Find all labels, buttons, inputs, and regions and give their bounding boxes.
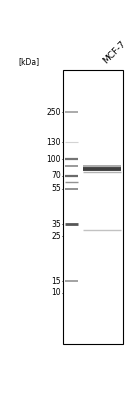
Bar [63,70,123,344]
Text: 35: 35 [51,220,61,229]
Text: [kDa]: [kDa] [19,57,40,66]
Text: 70: 70 [51,172,61,180]
Text: 100: 100 [46,155,61,164]
Text: 10: 10 [51,288,61,298]
Text: 15: 15 [51,277,61,286]
Text: 25: 25 [51,232,61,241]
Text: MCF-7: MCF-7 [102,39,128,65]
Text: 130: 130 [46,138,61,147]
Text: 55: 55 [51,184,61,193]
Text: 250: 250 [46,108,61,116]
